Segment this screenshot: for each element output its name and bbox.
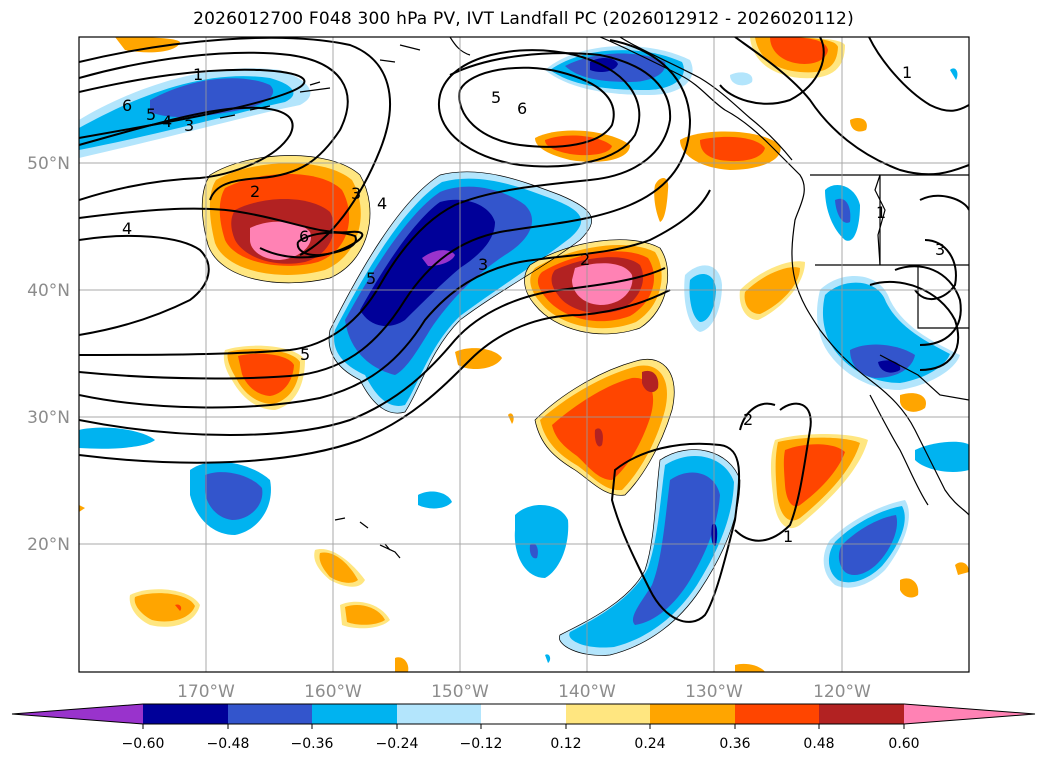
map-frame bbox=[78, 36, 970, 673]
ivt-contours bbox=[79, 37, 969, 623]
colorbar: −0.60 −0.48 −0.36 −0.24 −0.12 0.12 0.24 … bbox=[11, 703, 1036, 752]
contour-label: 3 bbox=[478, 255, 488, 274]
contour-label: 1 bbox=[902, 63, 912, 82]
colorbar-segment bbox=[904, 704, 1035, 724]
contour-label: 4 bbox=[377, 194, 387, 213]
colorbar-ticks bbox=[142, 724, 905, 729]
contour-label: 3 bbox=[351, 184, 361, 203]
colorbar-tick-label: −0.60 bbox=[122, 736, 165, 752]
colorbar-segment bbox=[12, 704, 143, 724]
colorbar-segment bbox=[819, 704, 904, 724]
contour-label: 1 bbox=[783, 527, 793, 546]
lat-label: 50°N bbox=[27, 154, 70, 174]
colorbar-segment bbox=[228, 704, 312, 724]
colorbar-tick-label: 0.60 bbox=[888, 736, 919, 752]
colorbar-segment bbox=[566, 704, 650, 724]
contour-label: 6 bbox=[517, 99, 527, 118]
lon-label: 160°W bbox=[304, 682, 362, 702]
contour-label: 1 bbox=[876, 203, 886, 222]
colorbar-tick-label: 0.36 bbox=[719, 736, 750, 752]
graticule bbox=[79, 37, 969, 672]
contour-label: 1 bbox=[193, 65, 203, 84]
contour-label: 5 bbox=[491, 88, 501, 107]
contour-label: 4 bbox=[162, 112, 172, 131]
lat-label: 30°N bbox=[27, 408, 70, 428]
contour-label: 3 bbox=[935, 240, 945, 259]
colorbar-tick-label: −0.36 bbox=[291, 736, 334, 752]
contour-label: 2 bbox=[250, 182, 260, 201]
lat-label: 40°N bbox=[27, 281, 70, 301]
colorbar-segment bbox=[143, 704, 228, 724]
longitude-labels: 170°W 160°W 150°W 140°W 130°W 120°W bbox=[177, 682, 871, 702]
lon-label: 170°W bbox=[177, 682, 235, 702]
contour-label: 2 bbox=[580, 250, 590, 269]
latitude-labels: 50°N 40°N 30°N 20°N bbox=[27, 154, 70, 555]
contour-label: 6 bbox=[299, 227, 309, 246]
contour-labels: 6 5 4 3 1 5 6 2 3 4 6 4 5 3 2 5 2 1 1 1 … bbox=[122, 63, 945, 546]
colorbar-tick-label: 0.48 bbox=[803, 736, 834, 752]
contour-label: 5 bbox=[300, 345, 310, 364]
colorbar-tick-label: −0.12 bbox=[460, 736, 503, 752]
contour-label: 3 bbox=[184, 116, 194, 135]
lon-label: 120°W bbox=[813, 682, 871, 702]
colorbar-segment bbox=[312, 704, 397, 724]
colorbar-tick-label: 0.12 bbox=[550, 736, 581, 752]
colorbar-segment bbox=[481, 704, 566, 724]
colorbar-tick-label: −0.48 bbox=[207, 736, 250, 752]
colorbar-segment bbox=[397, 704, 481, 724]
coastlines bbox=[219, 37, 969, 559]
contour-label: 4 bbox=[122, 219, 132, 238]
colorbar-segment bbox=[650, 704, 735, 724]
contour-label: 5 bbox=[366, 269, 376, 288]
colorbar-segment bbox=[735, 704, 819, 724]
lat-label: 20°N bbox=[27, 535, 70, 555]
colorbar-tick-label: 0.24 bbox=[634, 736, 665, 752]
lon-label: 140°W bbox=[558, 682, 616, 702]
contour-label: 5 bbox=[146, 105, 156, 124]
colorbar-tick-label: −0.24 bbox=[376, 736, 419, 752]
lon-label: 130°W bbox=[685, 682, 743, 702]
contour-label: 2 bbox=[743, 410, 753, 429]
lon-label: 150°W bbox=[431, 682, 489, 702]
contour-label: 6 bbox=[122, 96, 132, 115]
map-title: 2026012700 F048 300 hPa PV, IVT Landfall… bbox=[193, 9, 854, 29]
shading-outline bbox=[201, 155, 741, 656]
